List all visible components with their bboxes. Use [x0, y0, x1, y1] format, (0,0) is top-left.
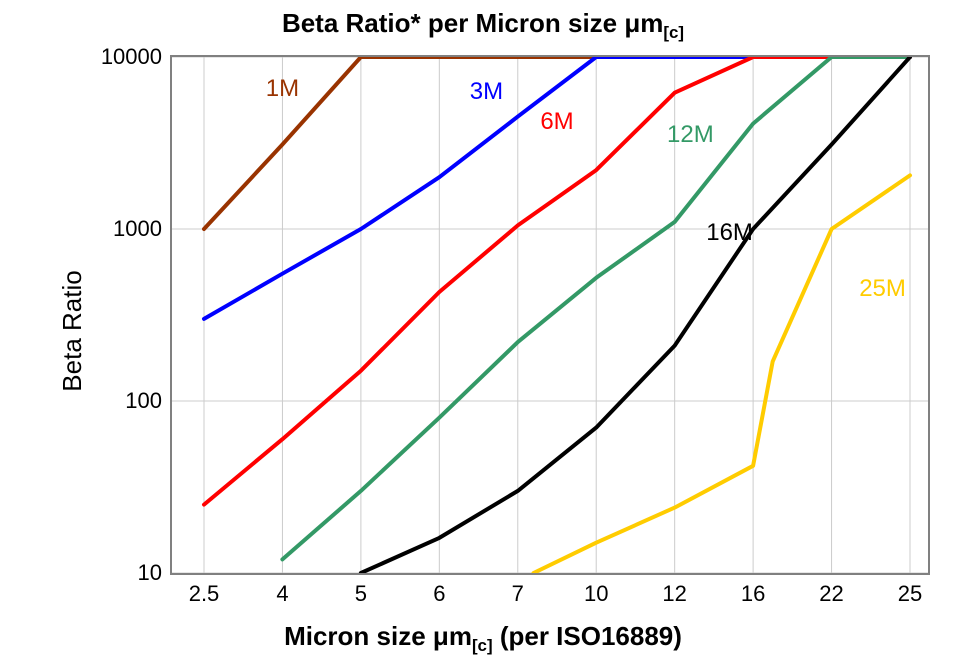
- y-tick-label: 100: [125, 388, 162, 414]
- beta-ratio-chart: Beta Ratio* per Micron size μm[c] Beta R…: [0, 0, 966, 662]
- y-tick-label: 10000: [101, 44, 162, 70]
- series-label-16M: 16M: [706, 219, 753, 247]
- series-label-25M: 25M: [859, 275, 906, 303]
- plot-area: 101001000100002.5456710121622251M3M6M12M…: [170, 55, 930, 575]
- series-label-12M: 12M: [667, 121, 714, 149]
- series-label-3M: 3M: [470, 78, 503, 106]
- series-label-1M: 1M: [266, 75, 299, 103]
- x-tick-label: 12: [662, 581, 686, 607]
- x-tick-label: 2.5: [189, 581, 220, 607]
- y-tick-label: 1000: [113, 216, 162, 242]
- x-tick-label: 25: [898, 581, 922, 607]
- chart-title: Beta Ratio* per Micron size μm[c]: [0, 8, 966, 43]
- series-16M: [361, 57, 910, 573]
- series-label-6M: 6M: [540, 108, 573, 136]
- x-tick-label: 6: [433, 581, 445, 607]
- x-tick-label: 5: [355, 581, 367, 607]
- x-axis-title: Micron size μm[c] (per ISO16889): [0, 621, 966, 656]
- x-tick-label: 7: [512, 581, 524, 607]
- x-tick-label: 16: [741, 581, 765, 607]
- x-tick-label: 10: [584, 581, 608, 607]
- x-tick-label: 22: [819, 581, 843, 607]
- y-axis-title: Beta Ratio: [57, 270, 88, 391]
- series-3M: [204, 57, 910, 319]
- x-tick-label: 4: [276, 581, 288, 607]
- y-tick-label: 10: [138, 560, 162, 586]
